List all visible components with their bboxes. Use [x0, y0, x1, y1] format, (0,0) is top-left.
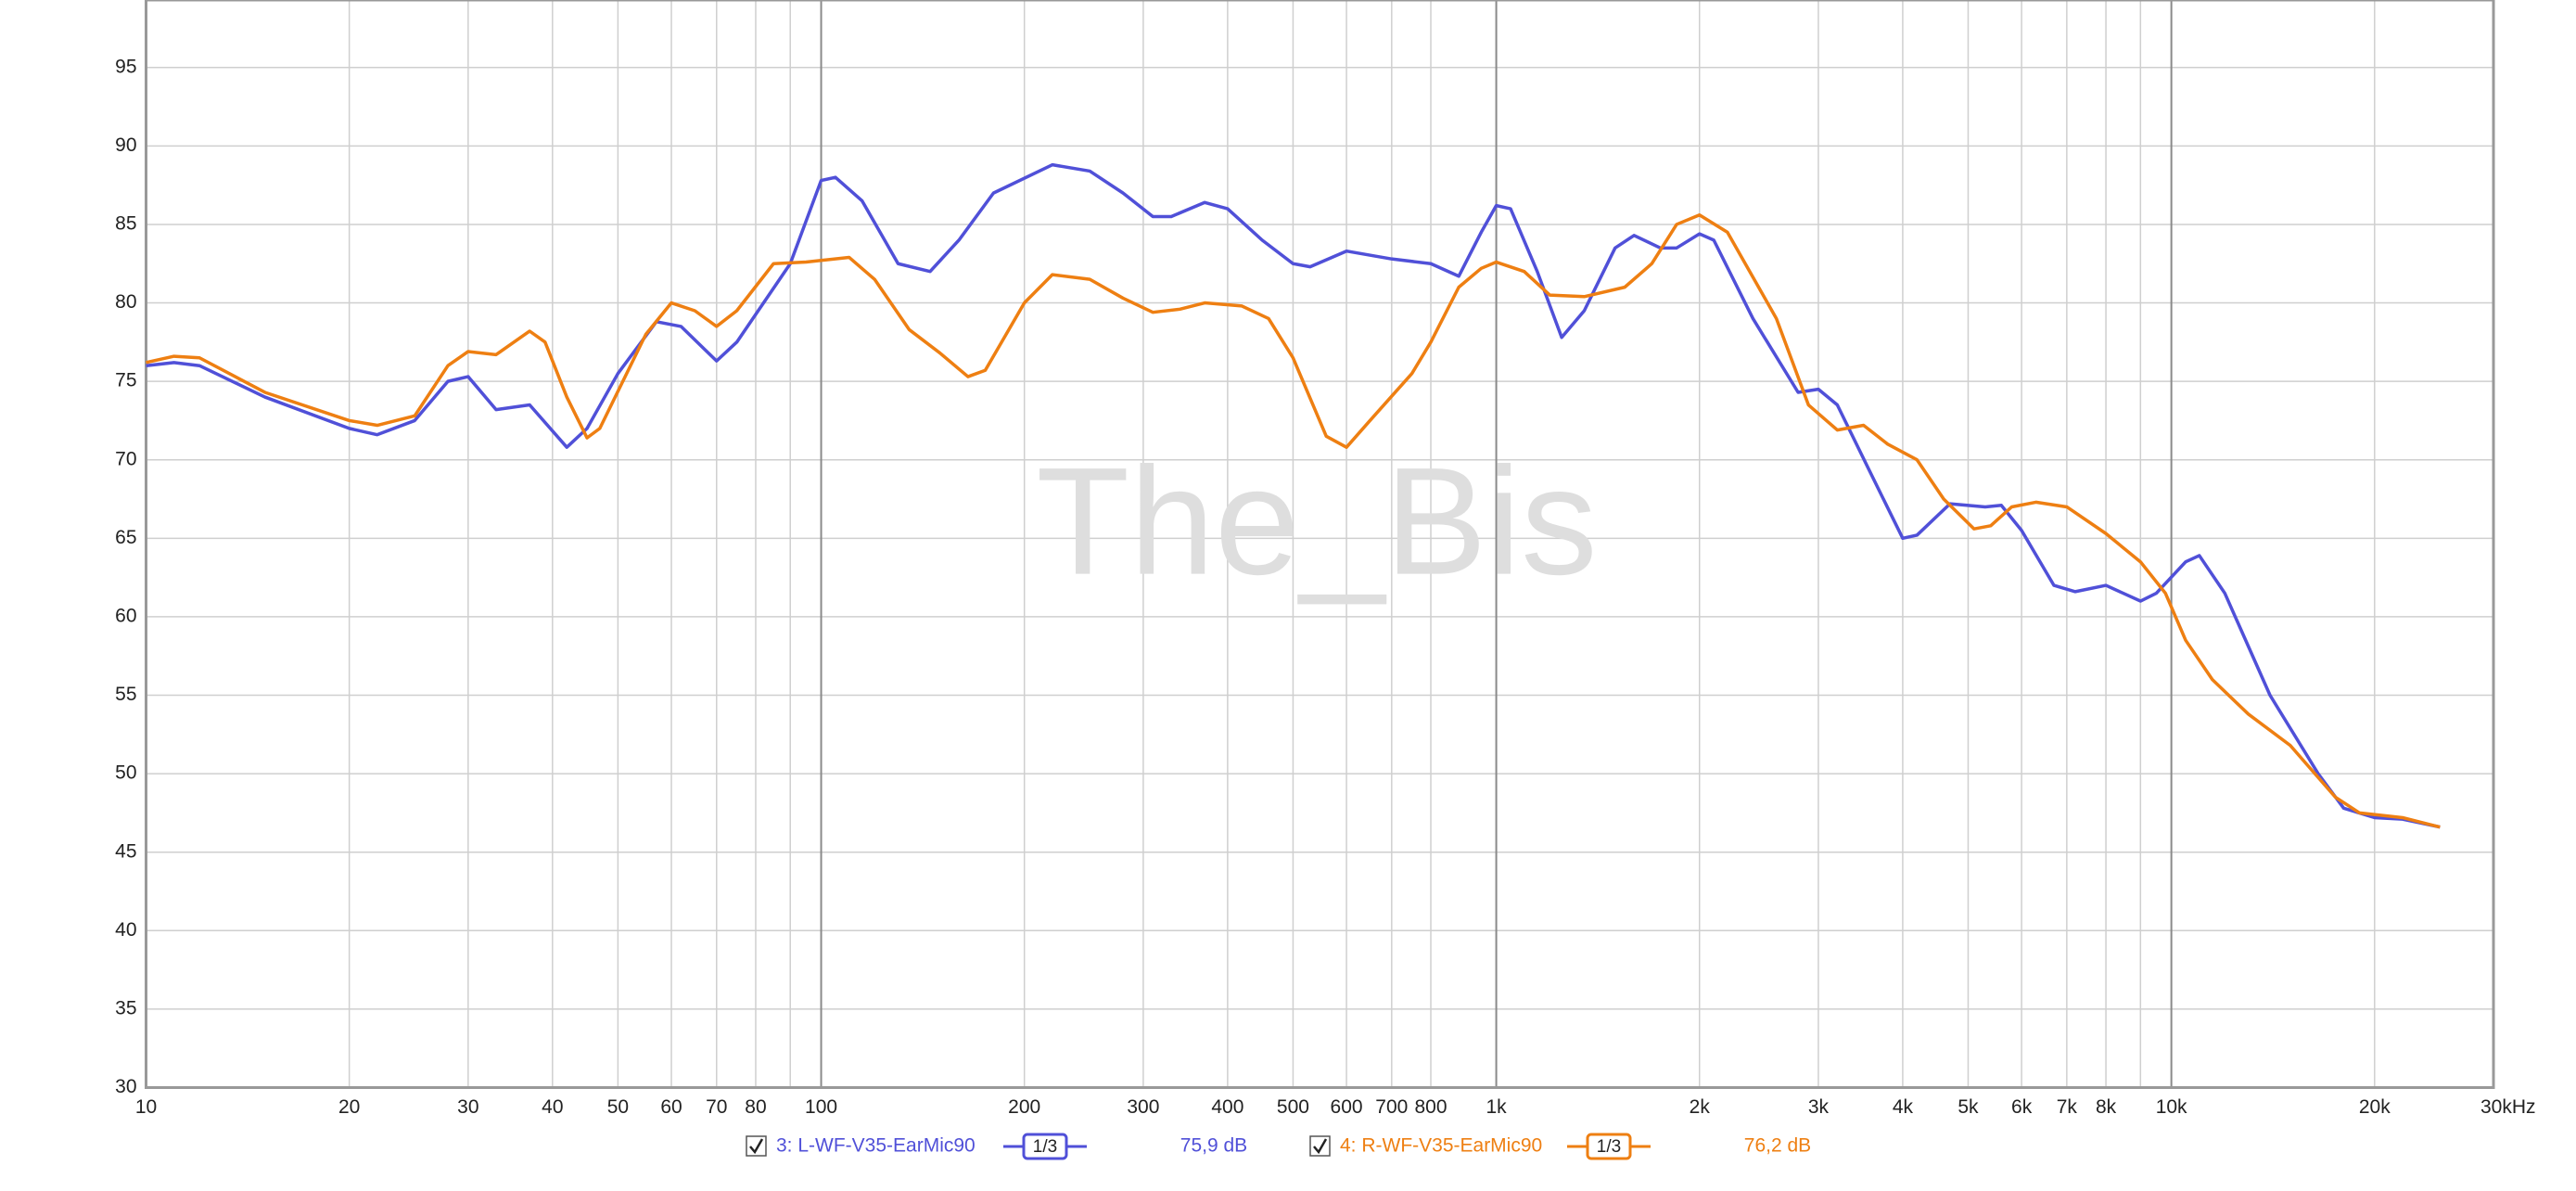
x-tick-label: 8k: [2096, 1096, 2117, 1118]
y-tick-label: 35: [115, 997, 136, 1018]
x-tick-label: 80: [745, 1096, 766, 1118]
x-tick-label: 7k: [2057, 1096, 2078, 1118]
x-tick-label: 5k: [1958, 1096, 1979, 1118]
x-tick-label: 40: [542, 1096, 563, 1118]
y-tick-label: 30: [115, 1076, 136, 1097]
watermark: The_Bis: [1036, 436, 1597, 607]
x-tick-label: 10: [135, 1096, 157, 1118]
legend-smoothing-box: [1022, 1133, 1068, 1160]
x-tick-label: 700: [1375, 1096, 1408, 1118]
legend-checkbox[interactable]: [1309, 1135, 1331, 1157]
y-tick-label: 85: [115, 212, 136, 234]
x-tick-label: 60: [660, 1096, 682, 1118]
x-tick-label: 20: [338, 1096, 360, 1118]
legend-level: 75,9 dB: [1180, 1135, 1247, 1157]
legend-checkbox[interactable]: [746, 1135, 767, 1157]
x-tick-label: 800: [1415, 1096, 1447, 1118]
y-tick-label: 45: [115, 840, 136, 862]
grid: [145, 0, 2494, 1089]
x-tick-label: 20k: [2359, 1096, 2391, 1118]
x-tick-label: 50: [607, 1096, 629, 1118]
legend-smoothing: 1/3: [1033, 1137, 1057, 1157]
x-tick-label: 500: [1277, 1096, 1309, 1118]
x-tick-label: 4k: [1893, 1096, 1914, 1118]
legend-label: 3: L-WF-V35-EarMic90: [776, 1135, 976, 1157]
x-tick-label: 30kHz: [2480, 1096, 2536, 1118]
legend-checkmark: [749, 1138, 764, 1155]
y-tick-label: 90: [115, 134, 136, 156]
y-tick-label: 65: [115, 527, 136, 548]
y-tick-label: 80: [115, 291, 136, 313]
x-tick-label: 70: [706, 1096, 727, 1118]
series-line: [146, 162, 2441, 829]
y-tick-label: 75: [115, 370, 136, 391]
legend-label: 4: R-WF-V35-EarMic90: [1340, 1135, 1542, 1157]
legend-level: 76,2 dB: [1744, 1135, 1811, 1157]
x-tick-label: 6k: [2011, 1096, 2033, 1118]
y-tick-label: 60: [115, 605, 136, 626]
x-tick-label: 10k: [2156, 1096, 2187, 1118]
y-tick-label: 55: [115, 684, 136, 705]
legend-item: 4: R-WF-V35-EarMic90 1/3 76,2 dB: [1309, 1133, 1811, 1160]
x-tick-label: 100: [805, 1096, 837, 1118]
legend-smoothing-box: [1586, 1133, 1632, 1160]
y-tick-label: 70: [115, 448, 136, 469]
y-tick-label: 40: [115, 919, 136, 941]
x-tick-label: 600: [1331, 1096, 1363, 1118]
series-line: [146, 213, 2441, 829]
x-tick-label: 3k: [1808, 1096, 1830, 1118]
y-tick-label: 95: [115, 56, 136, 77]
plot-frame: [145, 0, 2495, 1089]
legend-smoothing: 1/3: [1597, 1137, 1621, 1157]
legend-item: 3: L-WF-V35-EarMic90 1/3 75,9 dB: [746, 1133, 1247, 1160]
x-tick-label: 30: [457, 1096, 478, 1118]
x-tick-label: 300: [1127, 1096, 1159, 1118]
legend-checkmark: [1313, 1138, 1328, 1155]
y-tick-label: 50: [115, 762, 136, 784]
x-tick-label: 400: [1211, 1096, 1243, 1118]
x-tick-label: 200: [1008, 1096, 1040, 1118]
x-tick-label: 1k: [1486, 1096, 1507, 1118]
x-tick-label: 2k: [1690, 1096, 1711, 1118]
